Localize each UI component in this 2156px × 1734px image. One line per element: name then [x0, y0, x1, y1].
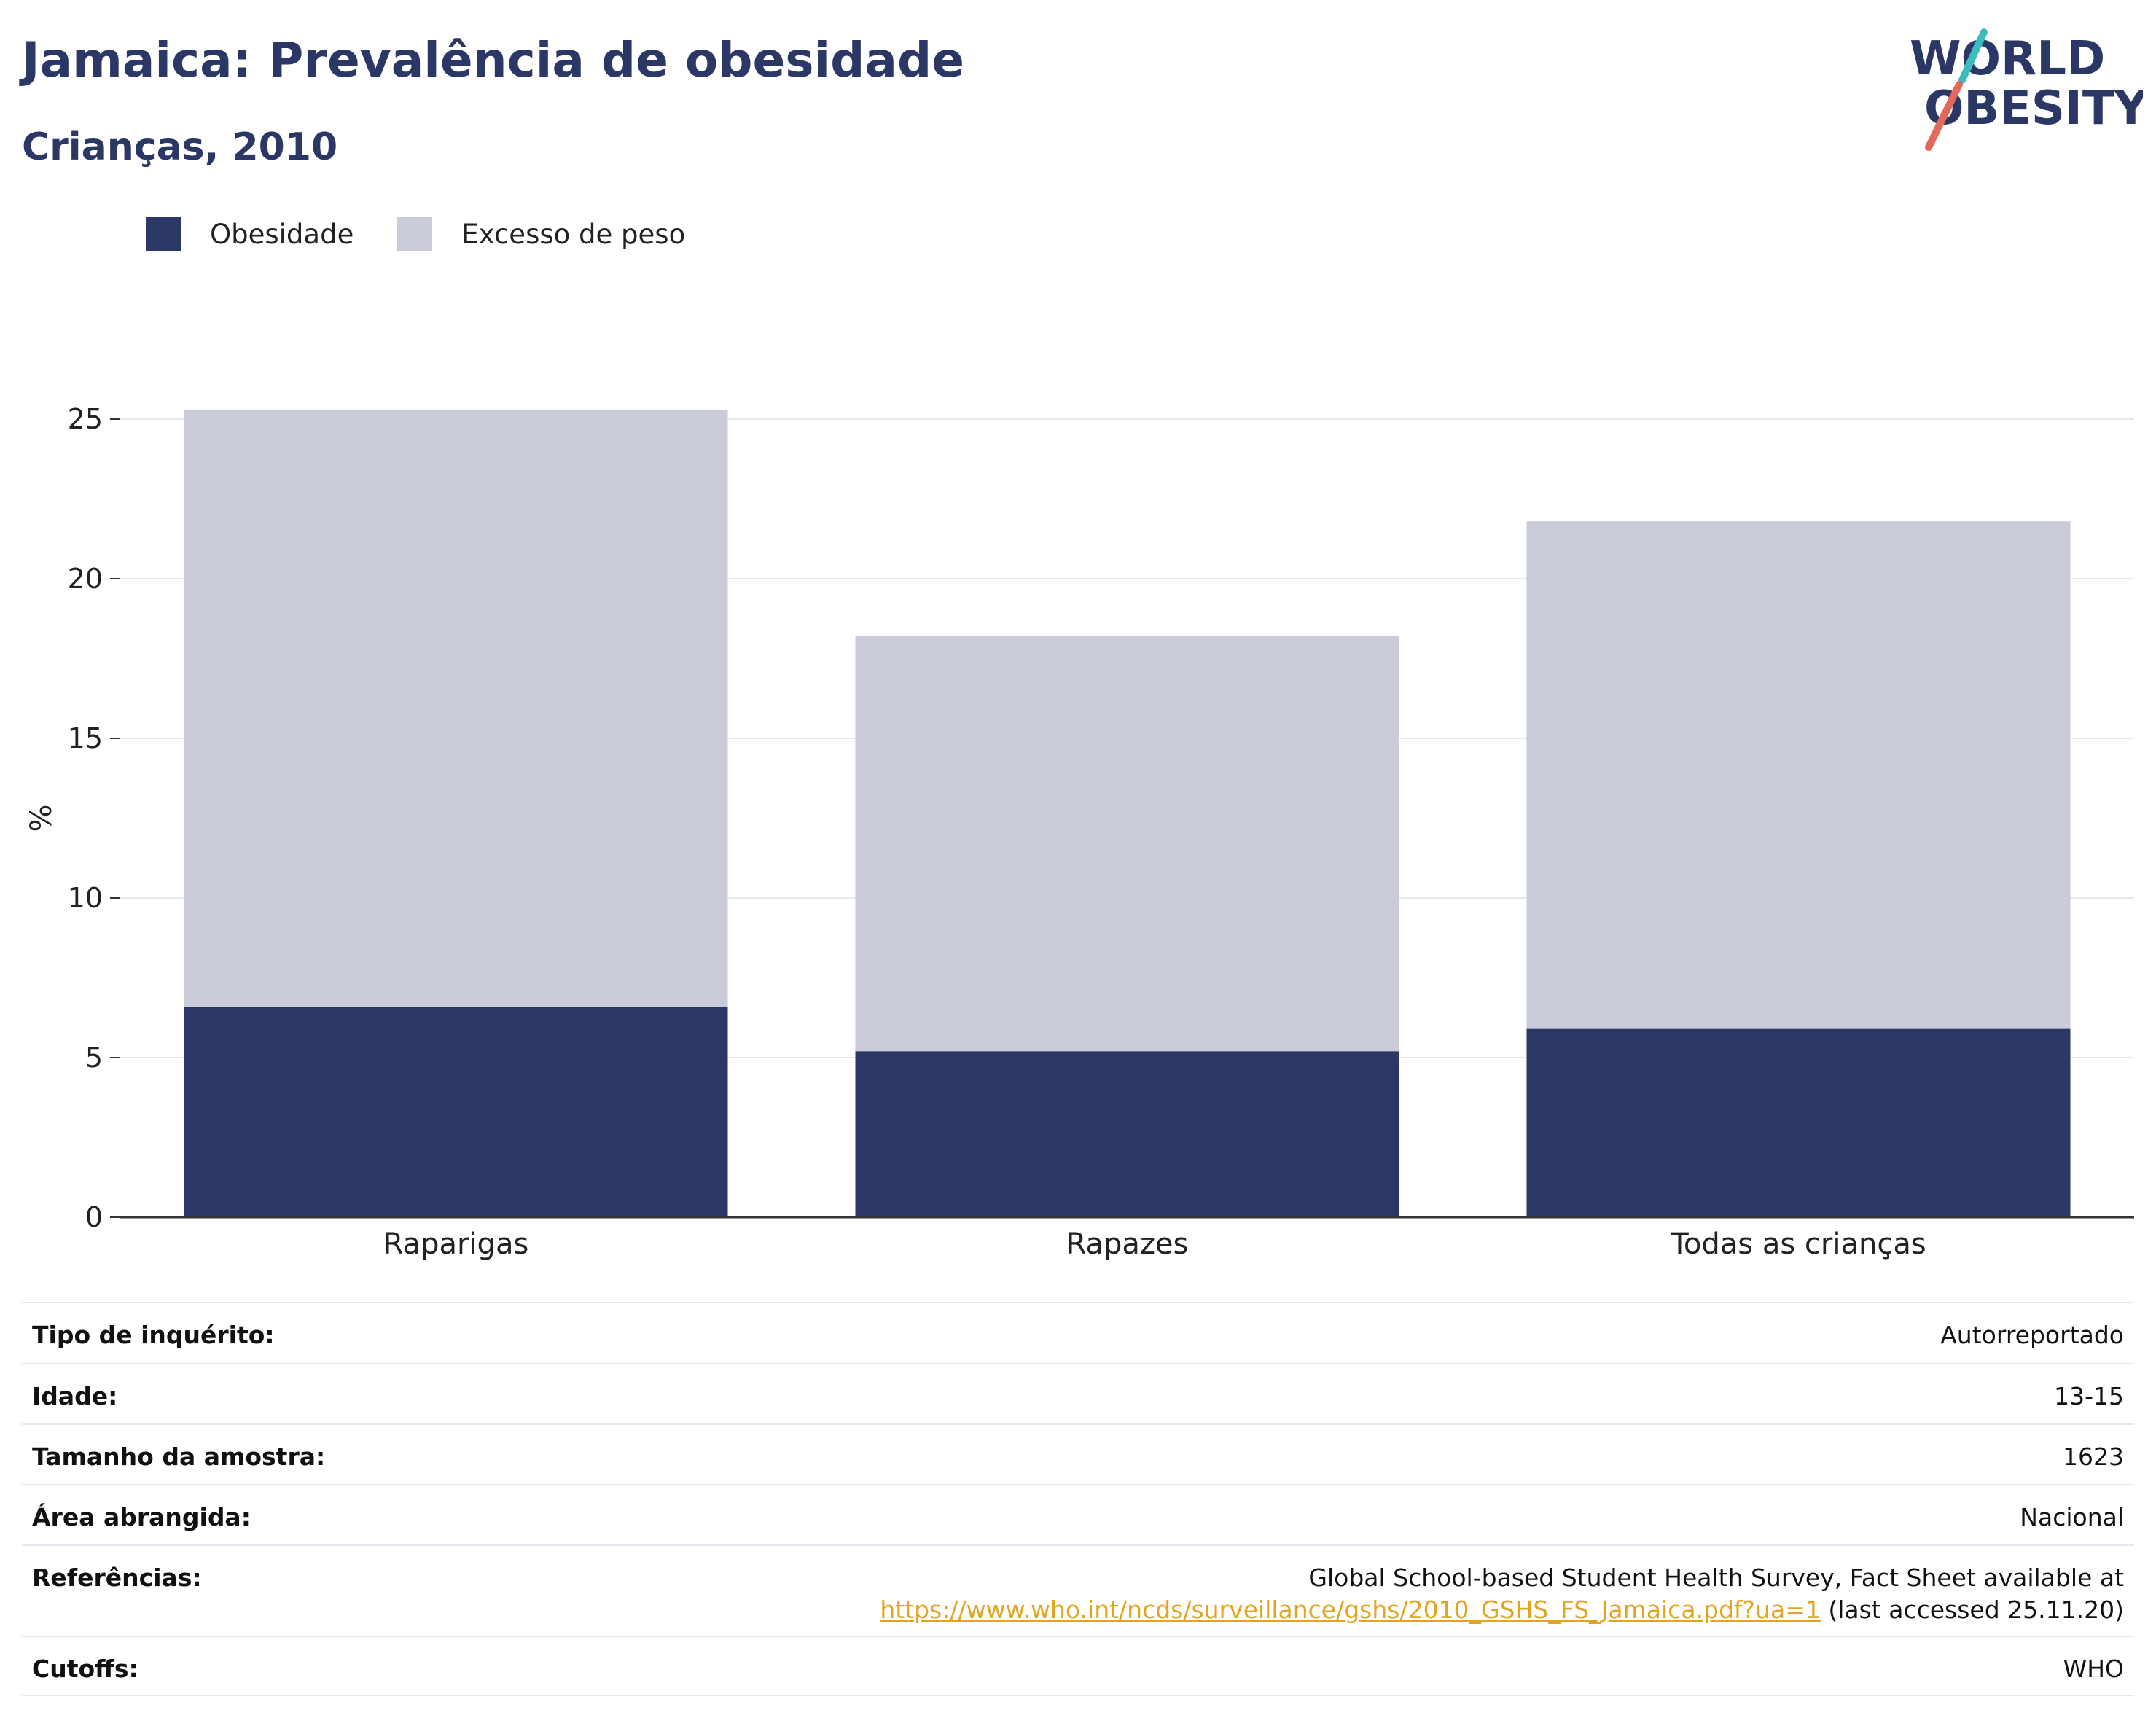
y-tick-label: 5 — [85, 1042, 103, 1074]
x-tick-label: Todas as crianças — [1670, 1227, 1926, 1261]
y-axis-label: % — [25, 804, 58, 832]
bar-obesidade — [855, 1051, 1399, 1217]
meta-value: 1623 — [2063, 1442, 2124, 1471]
bar-excesso-de-peso — [1526, 521, 2071, 1029]
meta-key: Idade: — [32, 1382, 118, 1410]
meta-row-tipo: Tipo de inquérito: Autorreportado — [22, 1302, 2134, 1363]
y-tick-label: 25 — [68, 403, 103, 435]
meta-row-cutoffs: Cutoffs: WHO — [22, 1636, 2134, 1696]
bar-excesso-de-peso — [184, 409, 728, 1007]
meta-value: WHO — [2063, 1655, 2124, 1683]
references-link[interactable]: https://www.who.int/ncds/surveillance/gs… — [880, 1596, 1821, 1624]
bar-obesidade — [1526, 1028, 2071, 1217]
legend-label: Excesso de peso — [461, 218, 686, 250]
page-subtitle: Crianças, 2010 — [22, 125, 338, 169]
meta-key: Tamanho da amostra: — [32, 1442, 326, 1471]
meta-key: Cutoffs: — [32, 1655, 138, 1683]
legend-swatch-obesidade — [146, 217, 181, 251]
bar-excesso-de-peso — [855, 636, 1399, 1052]
meta-value: Nacional — [2020, 1503, 2124, 1531]
legend-label: Obesidade — [210, 218, 354, 250]
logo-line1: WORLD — [1910, 32, 2105, 86]
stacked-bar-chart: 0 5 10 15 20 25% Raparigas Rapazes Todas as cria… — [25, 403, 2134, 1261]
meta-key: Área abrangida: — [32, 1503, 251, 1531]
bar-obesidade — [184, 1006, 728, 1217]
meta-value-references: Global School-based Student Health Surve… — [880, 1562, 2124, 1626]
logo-line2: OBESITY — [1924, 82, 2143, 136]
references-text: Global School-based Student Health Surve… — [1308, 1563, 2124, 1592]
chart-legend: Obesidade Excesso de peso — [146, 217, 729, 251]
meta-key: Tipo de inquérito: — [32, 1321, 275, 1349]
meta-value: 13-15 — [2054, 1382, 2124, 1410]
meta-row-amostra: Tamanho da amostra: 1623 — [22, 1423, 2134, 1484]
logo-slash-top — [1958, 28, 1988, 84]
page-title: Jamaica: Prevalência de obesidade — [22, 32, 964, 88]
legend-item-excesso-de-peso[interactable]: Excesso de peso — [397, 217, 685, 251]
meta-row-idade: Idade: 13-15 — [22, 1363, 2134, 1423]
y-tick-label: 20 — [68, 563, 103, 595]
x-tick-label: Raparigas — [383, 1227, 529, 1261]
x-tick-label: Rapazes — [1066, 1227, 1189, 1261]
references-suffix: (last accessed 25.11.20) — [1820, 1596, 2124, 1624]
y-tick-label: 0 — [85, 1201, 103, 1233]
logo-slash-bottom — [1925, 81, 1963, 151]
meta-row-area: Área abrangida: Nacional — [22, 1484, 2134, 1544]
y-tick-label: 15 — [68, 722, 103, 754]
legend-swatch-excesso-de-peso — [397, 217, 433, 251]
y-tick-label: 10 — [68, 882, 103, 914]
world-obesity-logo: WORLD OBESITY — [1910, 28, 2143, 151]
survey-metadata-table: Tipo de inquérito: Autorreportado Idade:… — [22, 1302, 2134, 1696]
meta-value: Autorreportado — [1940, 1321, 2124, 1349]
legend-item-obesidade[interactable]: Obesidade — [146, 217, 354, 251]
meta-row-referencias: Referências: Global School-based Student… — [22, 1544, 2134, 1636]
meta-key: Referências: — [32, 1563, 202, 1592]
